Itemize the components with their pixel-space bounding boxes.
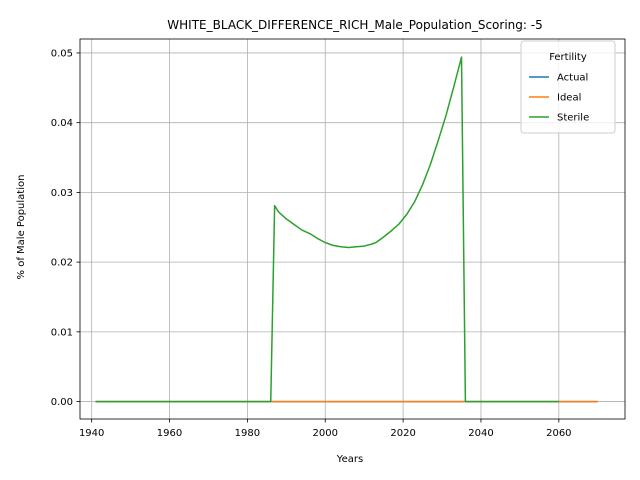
y-tick-label: 0.03 <box>51 188 73 199</box>
y-tick-label: 0.05 <box>51 48 73 59</box>
y-tick-label: 0.00 <box>51 397 73 408</box>
x-tick-label: 2000 <box>313 428 338 439</box>
y-axis-label: % of Male Population <box>16 175 27 280</box>
legend-title: Fertility <box>549 52 587 63</box>
chart-title: WHITE_BLACK_DIFFERENCE_RICH_Male_Populat… <box>167 18 542 32</box>
x-tick-label: 2020 <box>390 428 415 439</box>
x-axis-label: Years <box>336 454 363 465</box>
y-tick-label: 0.01 <box>51 327 73 338</box>
y-tick-label: 0.02 <box>51 258 73 269</box>
legend-label-sterile: Sterile <box>557 113 589 124</box>
x-tick-label: 2060 <box>546 428 571 439</box>
x-tick-label: 1940 <box>79 428 104 439</box>
legend-label-actual: Actual <box>557 73 588 84</box>
legend-label-ideal: Ideal <box>557 93 581 104</box>
legend: Fertility Actual Ideal Sterile <box>521 41 615 133</box>
x-tick-label: 1960 <box>157 428 182 439</box>
x-tick-label: 2040 <box>468 428 493 439</box>
y-tick-label: 0.04 <box>51 118 73 129</box>
x-tick-label: 1980 <box>235 428 260 439</box>
